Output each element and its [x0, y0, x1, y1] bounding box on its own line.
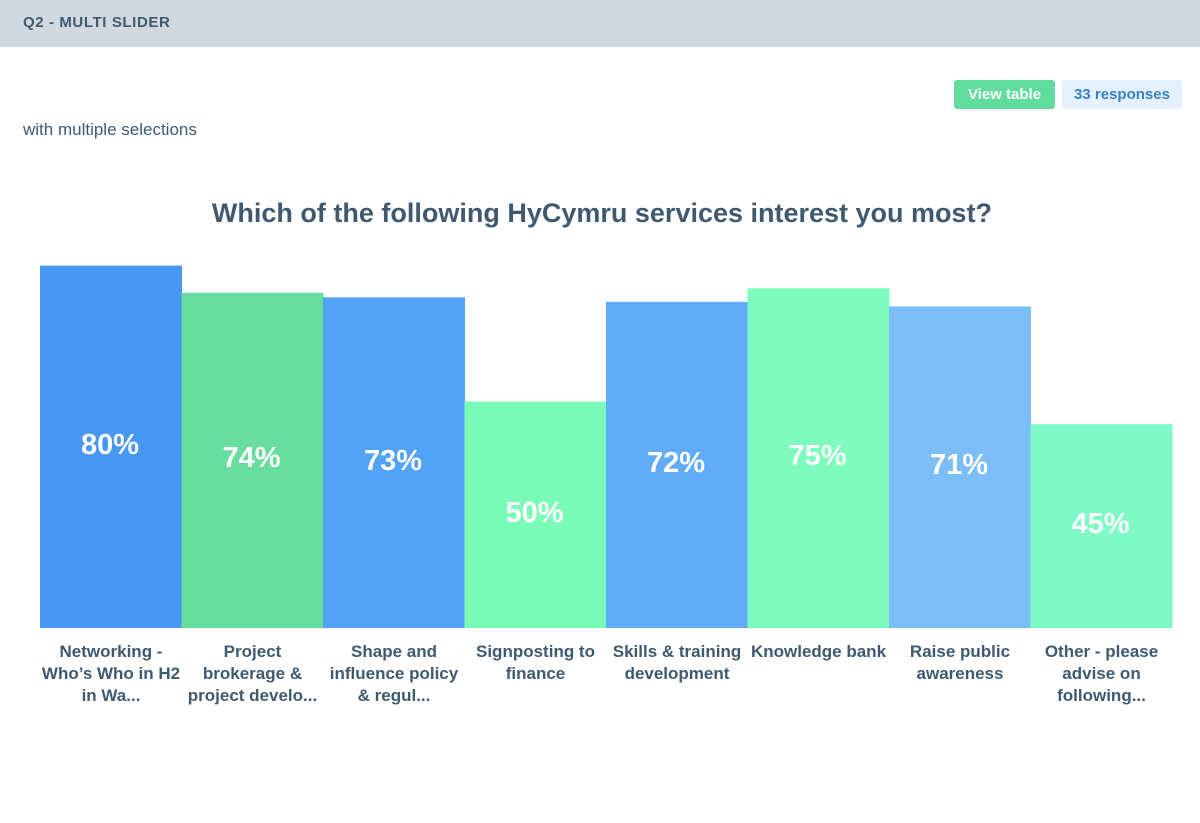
category-label-7: Raise public awareness	[909, 642, 1011, 683]
bar-value-label-1: 80%	[80, 428, 140, 461]
bar-1	[40, 265, 182, 628]
bar-value-label-2: 74%	[222, 442, 281, 475]
bar-4	[464, 401, 607, 628]
header-bar: Q2 - MULTI SLIDER	[0, 0, 1200, 47]
bar-6	[747, 288, 890, 628]
category-label-6: Knowledge bank	[750, 642, 887, 661]
bar-3	[323, 297, 465, 628]
responses-badge: 33 responses	[1062, 80, 1182, 109]
category-label-8: Other - please advise on following...	[1044, 642, 1159, 705]
bar-2	[181, 292, 324, 628]
bar-value-label-4: 50%	[505, 496, 564, 529]
category-label-2: Project brokerage & project develo...	[187, 642, 318, 705]
bar-7	[889, 306, 1031, 628]
question-title: Q2 - MULTI SLIDER	[23, 14, 171, 31]
category-label-4: Signposting to finance	[476, 642, 595, 683]
view-table-button[interactable]: View table	[954, 80, 1055, 109]
bar-value-label-5: 72%	[646, 446, 706, 479]
bar-value-label-7: 71%	[929, 449, 989, 482]
subtitle: with multiple selections	[23, 120, 197, 139]
bar-value-label-8: 45%	[1071, 508, 1130, 541]
category-label-5: Skills & training development	[612, 642, 742, 683]
bar-8	[1030, 424, 1173, 628]
bar-value-label-3: 73%	[363, 444, 423, 477]
category-label-3: Shape and influence policy & regul...	[329, 642, 459, 705]
chart-title: Which of the following HyCymru services …	[211, 198, 993, 228]
category-label-1: Networking - Who’s Who in H2 in Wa...	[41, 642, 181, 705]
bar-value-label-6: 75%	[788, 440, 847, 473]
bar-5	[606, 301, 748, 628]
